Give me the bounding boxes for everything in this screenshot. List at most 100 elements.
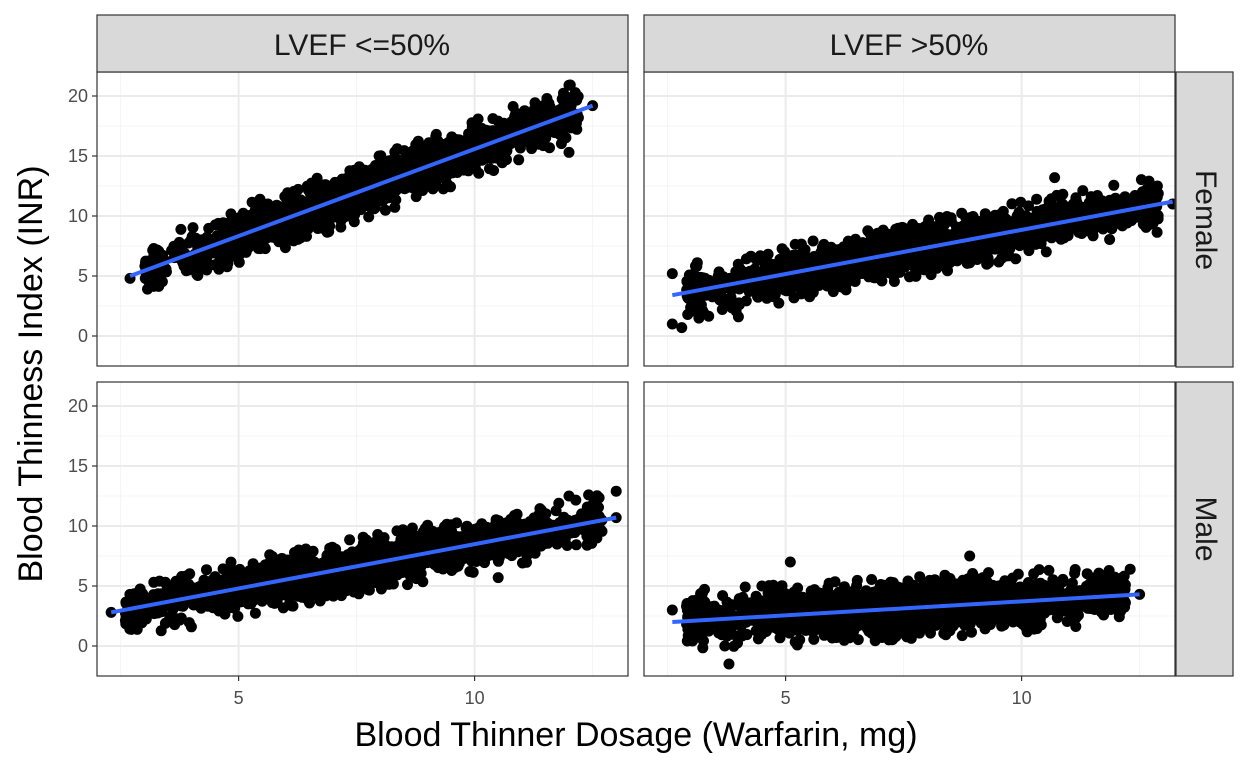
data-point [450, 143, 462, 154]
data-point [180, 570, 192, 582]
facet-panel [96, 71, 629, 367]
data-point [1000, 213, 1011, 225]
data-point [882, 228, 894, 240]
data-point [379, 204, 391, 216]
data-point [801, 284, 813, 296]
data-point [348, 167, 360, 179]
data-point [335, 221, 347, 233]
data-point [876, 275, 888, 287]
data-point [155, 250, 167, 261]
data-point [1104, 234, 1116, 245]
data-point [583, 489, 595, 501]
data-point [499, 144, 511, 156]
data-point [1070, 192, 1082, 204]
data-point [1040, 230, 1052, 242]
data-point [220, 246, 231, 258]
data-point [486, 152, 498, 164]
data-point [1058, 232, 1070, 244]
data-point [374, 186, 386, 197]
data-point [291, 195, 303, 207]
data-point [897, 222, 909, 234]
data-point [245, 209, 256, 221]
panels-layer [96, 71, 1176, 677]
data-point [1066, 204, 1078, 216]
data-point [1144, 218, 1156, 230]
data-point [781, 285, 793, 297]
data-point [1021, 211, 1033, 223]
data-point [430, 131, 442, 142]
data-point [336, 173, 348, 185]
data-point [521, 107, 533, 119]
data-point [683, 269, 695, 281]
data-point [1077, 185, 1089, 197]
data-point [221, 261, 233, 273]
data-point [799, 244, 811, 256]
data-point [487, 113, 499, 125]
data-point [820, 269, 832, 281]
data-point [570, 539, 582, 551]
data-point [438, 140, 449, 152]
data-point [860, 261, 872, 273]
data-point [289, 218, 301, 229]
data-point [180, 265, 192, 277]
data-point [306, 177, 317, 189]
data-point [344, 534, 356, 546]
data-point [732, 311, 744, 323]
data-point [1152, 213, 1164, 225]
data-point [870, 259, 881, 271]
data-point [889, 234, 901, 246]
data-point [421, 146, 433, 158]
data-point [529, 97, 541, 109]
data-point [458, 164, 470, 176]
data-point [949, 228, 960, 240]
data-point [682, 292, 694, 304]
data-point [982, 242, 994, 254]
data-point [938, 218, 950, 230]
data-point [777, 252, 789, 264]
data-point [946, 243, 957, 255]
data-point [740, 253, 752, 265]
data-point [1087, 219, 1099, 231]
data-point [840, 279, 852, 291]
data-point [329, 181, 341, 193]
data-point [170, 575, 182, 587]
data-point [254, 243, 266, 255]
data-point [476, 129, 488, 141]
data-point [1057, 188, 1069, 200]
data-point [1013, 206, 1025, 218]
data-point [466, 117, 478, 129]
trend-line [129, 103, 594, 278]
data-point [517, 557, 528, 569]
data-point [209, 259, 220, 271]
data-point [992, 238, 1004, 250]
data-point [391, 162, 402, 174]
data-point [565, 98, 577, 110]
data-point [754, 250, 766, 262]
data-point [349, 209, 361, 221]
data-point [488, 165, 500, 176]
data-point [1043, 195, 1055, 207]
scatter-points [666, 172, 1175, 334]
data-point [752, 291, 763, 302]
data-point [773, 297, 785, 309]
data-point [788, 292, 800, 304]
data-point [554, 128, 566, 140]
facet-panel [96, 381, 629, 677]
data-point [242, 242, 254, 254]
data-point [524, 137, 536, 149]
data-point [412, 140, 424, 152]
data-point [363, 211, 375, 223]
data-point [904, 271, 915, 283]
data-point [464, 566, 476, 577]
data-point [967, 213, 979, 224]
data-point [292, 183, 304, 195]
data-point [1086, 227, 1098, 239]
data-point [487, 125, 499, 137]
data-point [294, 230, 306, 242]
data-point [1076, 201, 1088, 213]
data-point [406, 522, 418, 534]
data-point [389, 201, 401, 213]
data-point [262, 198, 274, 210]
data-point [187, 222, 199, 234]
